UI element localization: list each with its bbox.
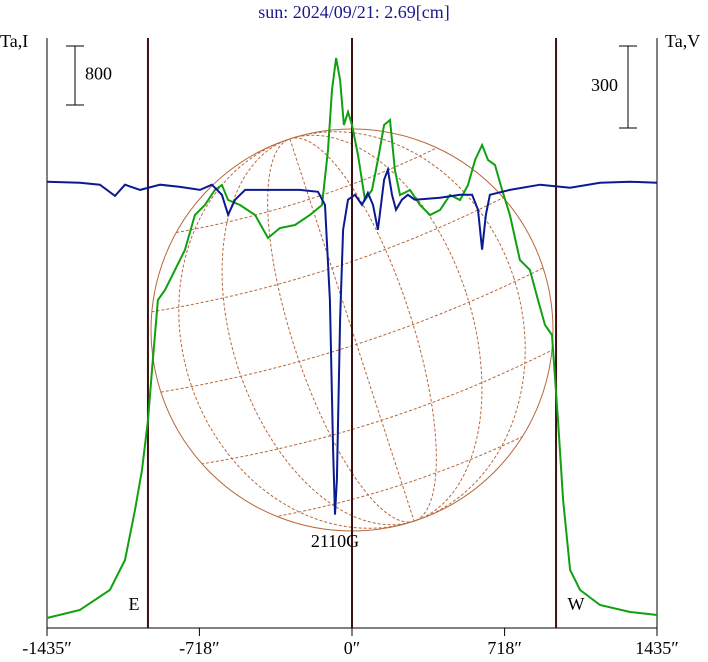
series-line [46, 165, 658, 515]
annotation: 2110G [311, 531, 359, 551]
limb-label: E [128, 594, 139, 614]
y-axis-label: Ta,I [0, 31, 28, 51]
x-tick-label: 718″ [487, 638, 522, 658]
y2-axis-label: Ta,V [665, 31, 700, 51]
x-tick-label: -1435″ [22, 638, 72, 658]
x-tick-label: -718″ [179, 638, 220, 658]
scale-bar-label: 300 [591, 75, 618, 95]
x-tick-label: 1435″ [635, 638, 679, 658]
x-tick-label: 0″ [344, 638, 361, 658]
scale-bar-label: 800 [85, 64, 112, 84]
series-line [46, 57, 658, 619]
limb-label: W [568, 594, 585, 614]
chart-title: sun: 2024/09/21: 2.69[cm] [258, 2, 450, 22]
